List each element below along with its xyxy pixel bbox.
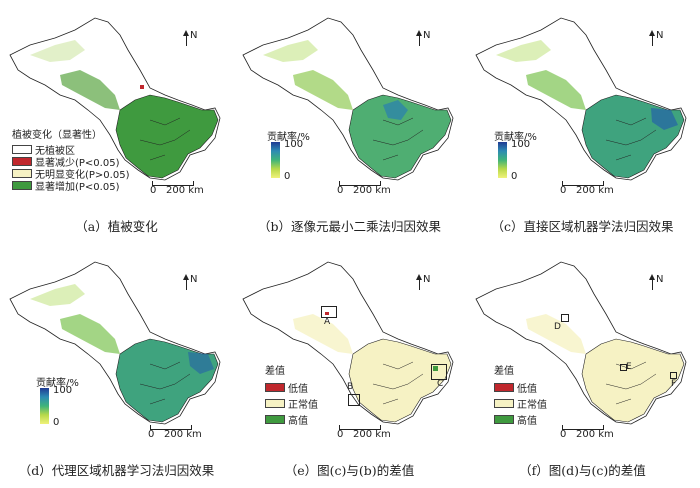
legend-e: 差值 低值 正常值 高值 (265, 362, 318, 427)
legend-row: 显著减少(P<0.05) (12, 155, 129, 169)
region-box-f (670, 372, 677, 379)
panel-f: N D E F 差值 低值 正常值 高值 0 200 km （f）图(d)与(c)… (466, 244, 699, 488)
legend-swatch (265, 382, 285, 392)
colorbar-title: 贡献率/% (267, 132, 310, 143)
map-a (9, 17, 221, 181)
legend-row: 低值 (494, 379, 547, 395)
legend-row: 正常值 (265, 395, 318, 411)
region-box-c (431, 364, 447, 380)
caption-c: （c）直接区域机器学法归因效果 (491, 219, 674, 234)
region-label-e: E (626, 362, 632, 372)
legend-title: 差值 (265, 366, 285, 377)
region-box-a (321, 306, 337, 318)
region-box-b (348, 394, 360, 406)
caption-b: （b）逐像元最小二乘法归因效果 (257, 219, 441, 234)
panel-e: N A B C 差值 低值 正常值 高值 0 200 km （e）图(c)与(b)… (233, 244, 466, 488)
legend-swatch (12, 144, 32, 154)
map-d (9, 261, 221, 425)
colorbar-c: 贡献率/% 100 0 (494, 128, 537, 182)
colorbar-max: 100 (284, 139, 304, 150)
legend-row: 显著增加(P<0.05) (12, 179, 129, 193)
legend-swatch (265, 398, 285, 408)
legend-swatch (265, 414, 285, 424)
panel-a: N 植被变化（显著性） 无植被区 显著减少(P<0.05) 无明显变化(P>0.… (0, 0, 233, 244)
caption-a: （a）植被变化 (75, 219, 158, 234)
caption-d: （d）代理区域机器学习法归因效果 (18, 463, 215, 478)
region-box-e (620, 364, 627, 371)
panel-b: N 贡献率/% 100 0 0 200 km （b）逐像元最小二乘法归因效果 (233, 0, 466, 244)
region-label-d: D (554, 322, 561, 332)
region-box-d (561, 314, 569, 322)
legend-title: 差值 (494, 366, 514, 377)
colorbar-min: 0 (284, 171, 291, 182)
panel-d: N 贡献率/% 100 0 0 200 km （d）代理区域机器学习法归因效果 (0, 244, 233, 488)
legend-title: 植被变化（显著性） (12, 130, 102, 141)
colorbar-title: 贡献率/% (494, 132, 537, 143)
colorbar-min: 0 (511, 171, 518, 182)
map-e (242, 261, 454, 425)
colorbar-max: 100 (53, 385, 73, 396)
map-b (242, 17, 454, 181)
map-c (475, 17, 687, 181)
legend-swatch (494, 382, 514, 392)
map-f (475, 261, 687, 425)
region-label-c: C (437, 379, 444, 389)
legend-row: 正常值 (494, 395, 547, 411)
legend-row: 高值 (494, 411, 547, 427)
legend-row: 无明显变化(P>0.05) (12, 167, 129, 181)
colorbar-max: 100 (511, 139, 531, 150)
panel-c: N 贡献率/% 100 0 0 200 km （c）直接区域机器学法归因效果 (466, 0, 699, 244)
colorbar-gradient (271, 142, 280, 178)
caption-f: （f）图(d)与(c)的差值 (519, 463, 646, 478)
legend-row: 无植被区 (12, 143, 129, 157)
colorbar-min: 0 (53, 417, 60, 428)
legend-f: 差值 低值 正常值 高值 (494, 362, 547, 427)
colorbar-gradient (40, 388, 49, 424)
colorbar-b: 贡献率/% 100 0 (267, 128, 310, 182)
region-label-b: B (347, 382, 354, 392)
legend-swatch (12, 156, 32, 166)
region-label-f: F (671, 379, 677, 389)
legend-a: 植被变化（显著性） 无植被区 显著减少(P<0.05) 无明显变化(P>0.05… (12, 126, 129, 193)
region-label-a: A (324, 317, 331, 327)
legend-swatch (12, 180, 32, 190)
legend-swatch (494, 398, 514, 408)
legend-row: 高值 (265, 411, 318, 427)
colorbar-d: 贡献率/% 100 0 (36, 374, 79, 428)
legend-swatch (494, 414, 514, 424)
legend-row: 低值 (265, 379, 318, 395)
colorbar-gradient (498, 142, 507, 178)
colorbar-title: 贡献率/% (36, 378, 79, 389)
legend-swatch (12, 168, 32, 178)
caption-e: （e）图(c)与(b)的差值 (284, 463, 415, 478)
